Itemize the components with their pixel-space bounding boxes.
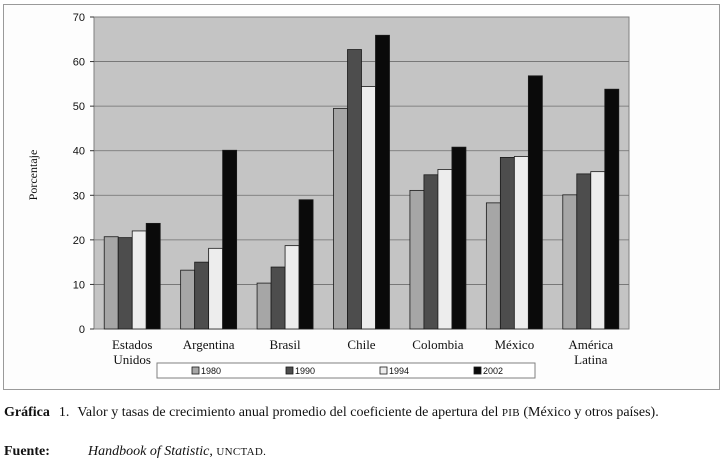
source-title: Handbook of Statistic: [88, 444, 210, 459]
x-category-label-4: Colombia: [412, 337, 464, 352]
x-category-label-0: Estados Unidos: [112, 337, 152, 367]
y-axis-label: Porcentaje: [26, 150, 40, 201]
bar-1990-4: [423, 174, 439, 330]
bar-1990-3: [347, 49, 362, 330]
bar-2002-5: [527, 75, 543, 330]
y-tick-label-5: 50: [73, 101, 85, 113]
bar-2002-2: [298, 199, 314, 330]
figure-caption: Gráfica 1. Valor y tasas de crecimiento …: [4, 404, 720, 422]
bar-1994-6: [590, 171, 606, 330]
legend: 1980 1990 1994 2002: [156, 362, 536, 379]
bar-1980-2: [256, 282, 272, 330]
legend-swatch-1994: [379, 366, 388, 375]
legend-label-1980: 1980: [201, 366, 221, 376]
y-tick-label-0: 0: [79, 324, 85, 336]
legend-label-1994: 1994: [389, 366, 409, 376]
y-tick-label-3: 30: [73, 190, 85, 202]
caption-label: Gráfica: [4, 405, 50, 420]
bar-1980-6: [562, 194, 578, 330]
bar-1990-0: [117, 237, 133, 330]
bar-1990-5: [499, 156, 515, 330]
source-separator: ,: [209, 444, 217, 459]
bar-1990-1: [194, 261, 210, 330]
bar-1980-1: [180, 269, 196, 330]
caption-abbr: PIB: [501, 407, 520, 419]
x-category-label-2: Brasil: [270, 337, 301, 352]
legend-swatch-2002: [473, 366, 482, 375]
caption-text: Valor y tasas de crecimiento anual prome…: [77, 404, 720, 422]
caption-text-end: (México y otros países).: [519, 405, 659, 420]
legend-label-2002: 2002: [483, 366, 503, 376]
bar-2002-4: [451, 146, 467, 330]
y-tick-label-4: 40: [73, 146, 85, 158]
bar-1990-2: [270, 266, 286, 330]
legend-box: [156, 362, 536, 379]
bar-1994-2: [284, 245, 300, 330]
source-text: Handbook of Statistic, UNCTAD.: [88, 444, 266, 460]
bar-1994-1: [208, 247, 224, 330]
x-category-label-3: Chile: [347, 337, 375, 352]
figure-source: Fuente: Handbook of Statistic, UNCTAD.: [4, 444, 266, 460]
x-category-label-6: América Latina: [568, 337, 613, 367]
y-tick-label-6: 60: [73, 57, 85, 69]
bar-1980-4: [409, 189, 425, 330]
x-category-label-1: Argentina: [183, 337, 235, 352]
bar-2002-1: [222, 149, 238, 330]
caption-text-main: Valor y tasas de crecimiento anual prome…: [77, 405, 502, 420]
bar-1990-6: [576, 173, 592, 330]
y-tick-label-1: 10: [73, 279, 85, 291]
bar-2002-0: [145, 222, 161, 330]
bar-2002-3: [375, 34, 390, 330]
bar-1994-0: [131, 230, 147, 330]
bar-1994-3: [361, 86, 376, 330]
source-org: UNCTAD.: [216, 446, 267, 458]
bar-chart: 0 10 20 30 40 50 60 70 Estados Unidos Argentina Br…: [26, 12, 630, 379]
legend-label-1990: 1990: [295, 366, 315, 376]
bar-1994-5: [513, 156, 529, 330]
bar-1980-5: [485, 202, 501, 330]
legend-swatch-1980: [191, 366, 200, 375]
caption-number: 1.: [58, 405, 70, 420]
legend-swatch-1990: [285, 366, 294, 375]
y-tick-label-2: 20: [73, 235, 85, 247]
bar-1980-0: [103, 236, 119, 330]
y-tick-label-7: 70: [73, 12, 85, 24]
bar-1994-4: [437, 169, 453, 330]
source-label: Fuente:: [4, 444, 50, 459]
bar-1980-3: [333, 107, 348, 330]
chart-frame: 0 10 20 30 40 50 60 70 Estados Unidos Argentina Br…: [3, 4, 720, 390]
bar-2002-6: [604, 88, 620, 330]
x-category-label-5: México: [494, 337, 534, 352]
